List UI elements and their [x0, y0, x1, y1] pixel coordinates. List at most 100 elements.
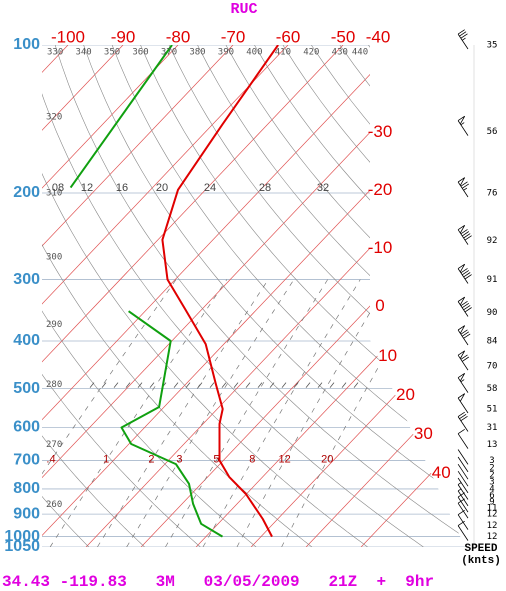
wind-barb	[457, 411, 469, 432]
y-tick-label: 600	[13, 419, 40, 436]
wind-speed-label: 58	[487, 384, 498, 394]
mixing-ratio-line	[97, 279, 269, 547]
theta-label: 420	[303, 48, 319, 58]
mixing-ratio-label: 20	[321, 453, 333, 465]
wind-speed-label: 2	[489, 463, 494, 473]
hatch	[137, 382, 143, 388]
dry-adiabat	[111, 45, 465, 547]
theta-label: 320	[46, 112, 62, 122]
wind-title: SPEED	[464, 543, 497, 555]
wind-speed-label: 12	[487, 532, 498, 542]
wind-barb	[457, 463, 469, 480]
x-tick-label: -70	[221, 27, 246, 46]
moist-label: 12	[81, 182, 93, 194]
footer: 34.43 -119.83 3M 03/05/2009 21Z + 9hr	[2, 573, 434, 591]
mixing-ratio-label: 3	[176, 453, 182, 465]
theta-label: 360	[132, 48, 148, 58]
dry-adiabat	[140, 45, 465, 547]
theta-label: 290	[46, 320, 62, 330]
wind-barb	[457, 372, 469, 393]
dry-adiabat	[168, 45, 465, 547]
wind-barb	[457, 29, 469, 50]
theta-label: 310	[46, 188, 62, 198]
temperature-line	[161, 45, 279, 538]
moist-label: 08	[52, 182, 64, 194]
hatch	[125, 382, 131, 388]
hatch	[197, 382, 203, 388]
wind-speed-label: 6	[489, 491, 494, 501]
dry-adiabat	[311, 45, 465, 547]
mixing-ratio-label: 2	[148, 453, 154, 465]
mixing-ratio-label: 12	[279, 453, 291, 465]
isotherm	[195, 45, 465, 547]
hatch	[269, 382, 275, 388]
dry-adiabat	[0, 45, 33, 547]
hatch	[341, 382, 347, 388]
mixing-ratio-label: 5	[213, 453, 219, 465]
x-tick-label: -40	[366, 27, 391, 46]
wind-speed-label: 51	[487, 404, 498, 414]
wind-speed-label: 9	[489, 497, 494, 507]
wind-speed-label: 92	[487, 236, 498, 246]
hatch	[173, 382, 179, 388]
isotherm	[42, 45, 124, 547]
dry-adiabat	[42, 45, 90, 547]
dry-adiabat	[83, 45, 465, 547]
wind-barb	[457, 177, 470, 198]
dry-adiabat	[54, 45, 465, 547]
dry-adiabat	[42, 45, 313, 547]
dry-adiabat	[42, 45, 201, 547]
hatch	[305, 382, 311, 388]
theta-label: 370	[161, 48, 177, 58]
wind-barb	[457, 477, 469, 494]
y-tick-label: 1000	[4, 528, 40, 545]
dewpoint-line	[120, 310, 224, 538]
hatch	[209, 382, 215, 388]
wind-speed-label: 2	[489, 471, 494, 481]
x-tick-label: -60	[276, 27, 301, 46]
x-tick-label: -10	[368, 238, 393, 257]
x-tick-label: -20	[368, 180, 393, 199]
theta-label: 280	[46, 380, 62, 390]
dry-adiabat	[197, 45, 465, 547]
wind-speed-label: 12	[487, 521, 498, 531]
y-tick-label: 900	[13, 505, 40, 522]
y-tick-label: 500	[13, 380, 40, 397]
wind-speed-label: 4	[489, 484, 494, 494]
wind-barb	[457, 498, 469, 519]
theta-label: 270	[46, 440, 62, 450]
x-tick-label: -100	[51, 27, 85, 46]
wind-barb	[457, 350, 470, 371]
hatch	[245, 382, 251, 388]
x-tick-label: -30	[368, 122, 393, 141]
wind-barb	[457, 482, 469, 500]
hatch	[101, 382, 107, 388]
dry-adiabat	[42, 45, 257, 547]
isotherm	[305, 45, 465, 547]
wind-barb	[457, 224, 472, 245]
mixing-ratio-line	[49, 279, 228, 547]
theta-label: 300	[46, 253, 62, 263]
wind-barb	[457, 492, 469, 513]
hatch	[185, 382, 191, 388]
wind-speed-label: 31	[487, 423, 498, 433]
isotherm	[250, 45, 465, 547]
theta-label: 330	[47, 48, 63, 58]
theta-label: 390	[218, 48, 234, 58]
mixing-ratio-line	[126, 279, 295, 547]
theta-label: 380	[189, 48, 205, 58]
theta-label: 410	[275, 48, 291, 58]
x-tick-label: 30	[414, 424, 433, 443]
theta-label: 260	[46, 500, 62, 510]
isotherm	[85, 45, 465, 547]
dewpoint-line	[69, 45, 173, 189]
wind-barb	[457, 449, 469, 465]
theta-label: 340	[75, 48, 91, 58]
wind-barb	[457, 115, 469, 136]
plot-area	[0, 45, 465, 547]
x-tick-label: 20	[396, 385, 415, 404]
mixing-ratio-label: 1	[103, 453, 109, 465]
dry-adiabat	[339, 45, 465, 547]
mixing-ratio-line	[202, 279, 361, 547]
